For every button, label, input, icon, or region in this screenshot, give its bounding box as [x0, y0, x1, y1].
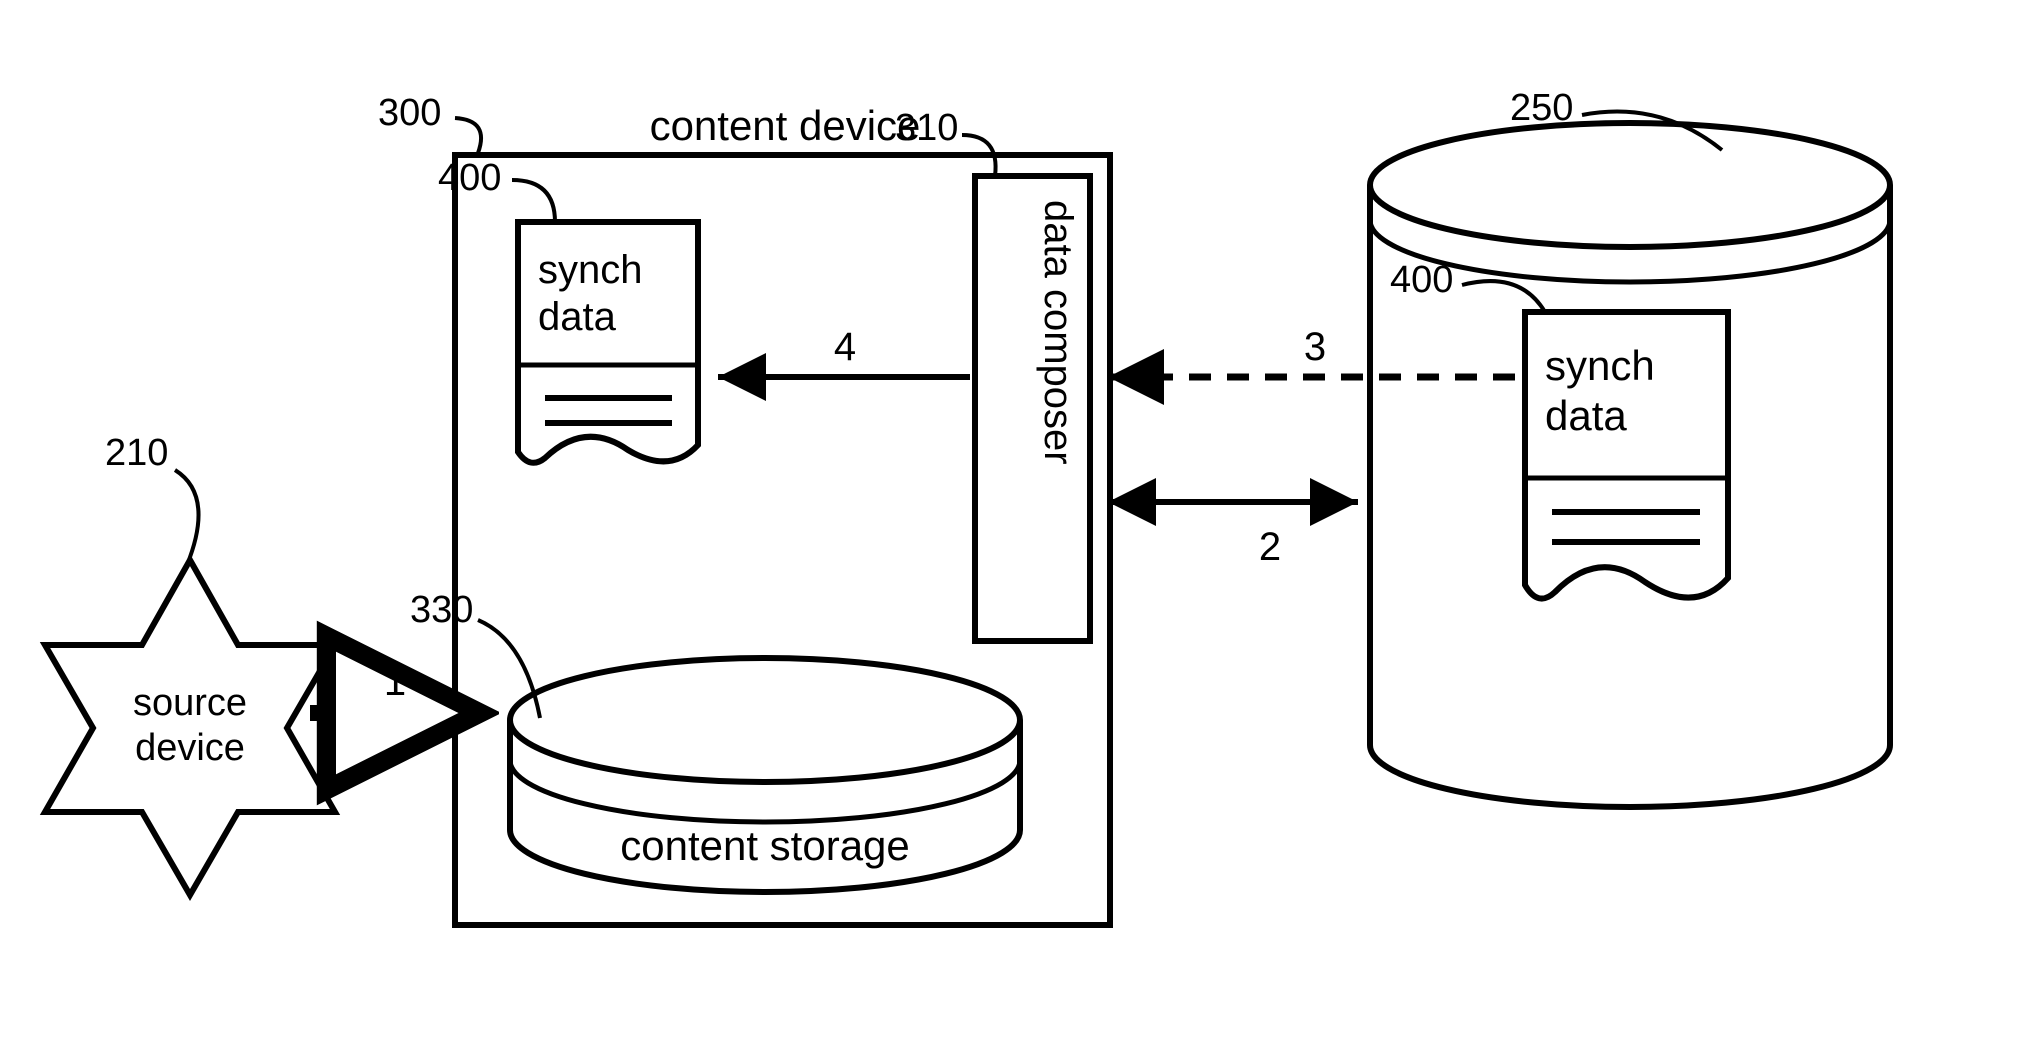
ref-400a-label: 400 — [438, 157, 501, 199]
content-storage-label: content storage — [620, 822, 910, 869]
edge-3-label: 3 — [1304, 325, 1326, 369]
synch-right-l1: synch — [1545, 342, 1655, 389]
source-device-label-1: source — [133, 682, 247, 724]
ref-300-label: 300 — [378, 92, 441, 134]
ref-310-label: 310 — [895, 107, 958, 149]
synch-left-l2: data — [538, 295, 617, 339]
synch-right-l2: data — [1545, 392, 1627, 439]
ref-210: 210 — [105, 432, 199, 565]
diagram-canvas: content device source device synch data … — [0, 0, 2039, 1051]
edge-1-label: 1 — [384, 660, 406, 704]
content-storage-cyl: content storage — [510, 658, 1020, 892]
synch-data-right: synch data — [1525, 312, 1728, 599]
ref-250-label: 250 — [1510, 87, 1573, 129]
ref-330-label: 330 — [410, 589, 473, 631]
synch-data-left: synch data — [518, 222, 698, 463]
edge-2-label: 2 — [1259, 525, 1281, 569]
data-composer-label: data composer — [1036, 200, 1080, 465]
edge-2: 2 — [1108, 502, 1358, 569]
ref-400b-label: 400 — [1390, 259, 1453, 301]
content-device-title: content device — [650, 102, 921, 149]
data-composer-box: data composer — [975, 176, 1090, 641]
edge-4: 4 — [718, 325, 970, 377]
ref-210-label: 210 — [105, 432, 168, 474]
source-device-label-2: device — [135, 727, 245, 769]
source-device-star: source device — [45, 560, 335, 895]
edge-4-label: 4 — [834, 325, 856, 369]
synch-left-l1: synch — [538, 248, 643, 292]
ref-300: 300 — [378, 92, 481, 153]
ref-310: 310 — [895, 107, 996, 176]
